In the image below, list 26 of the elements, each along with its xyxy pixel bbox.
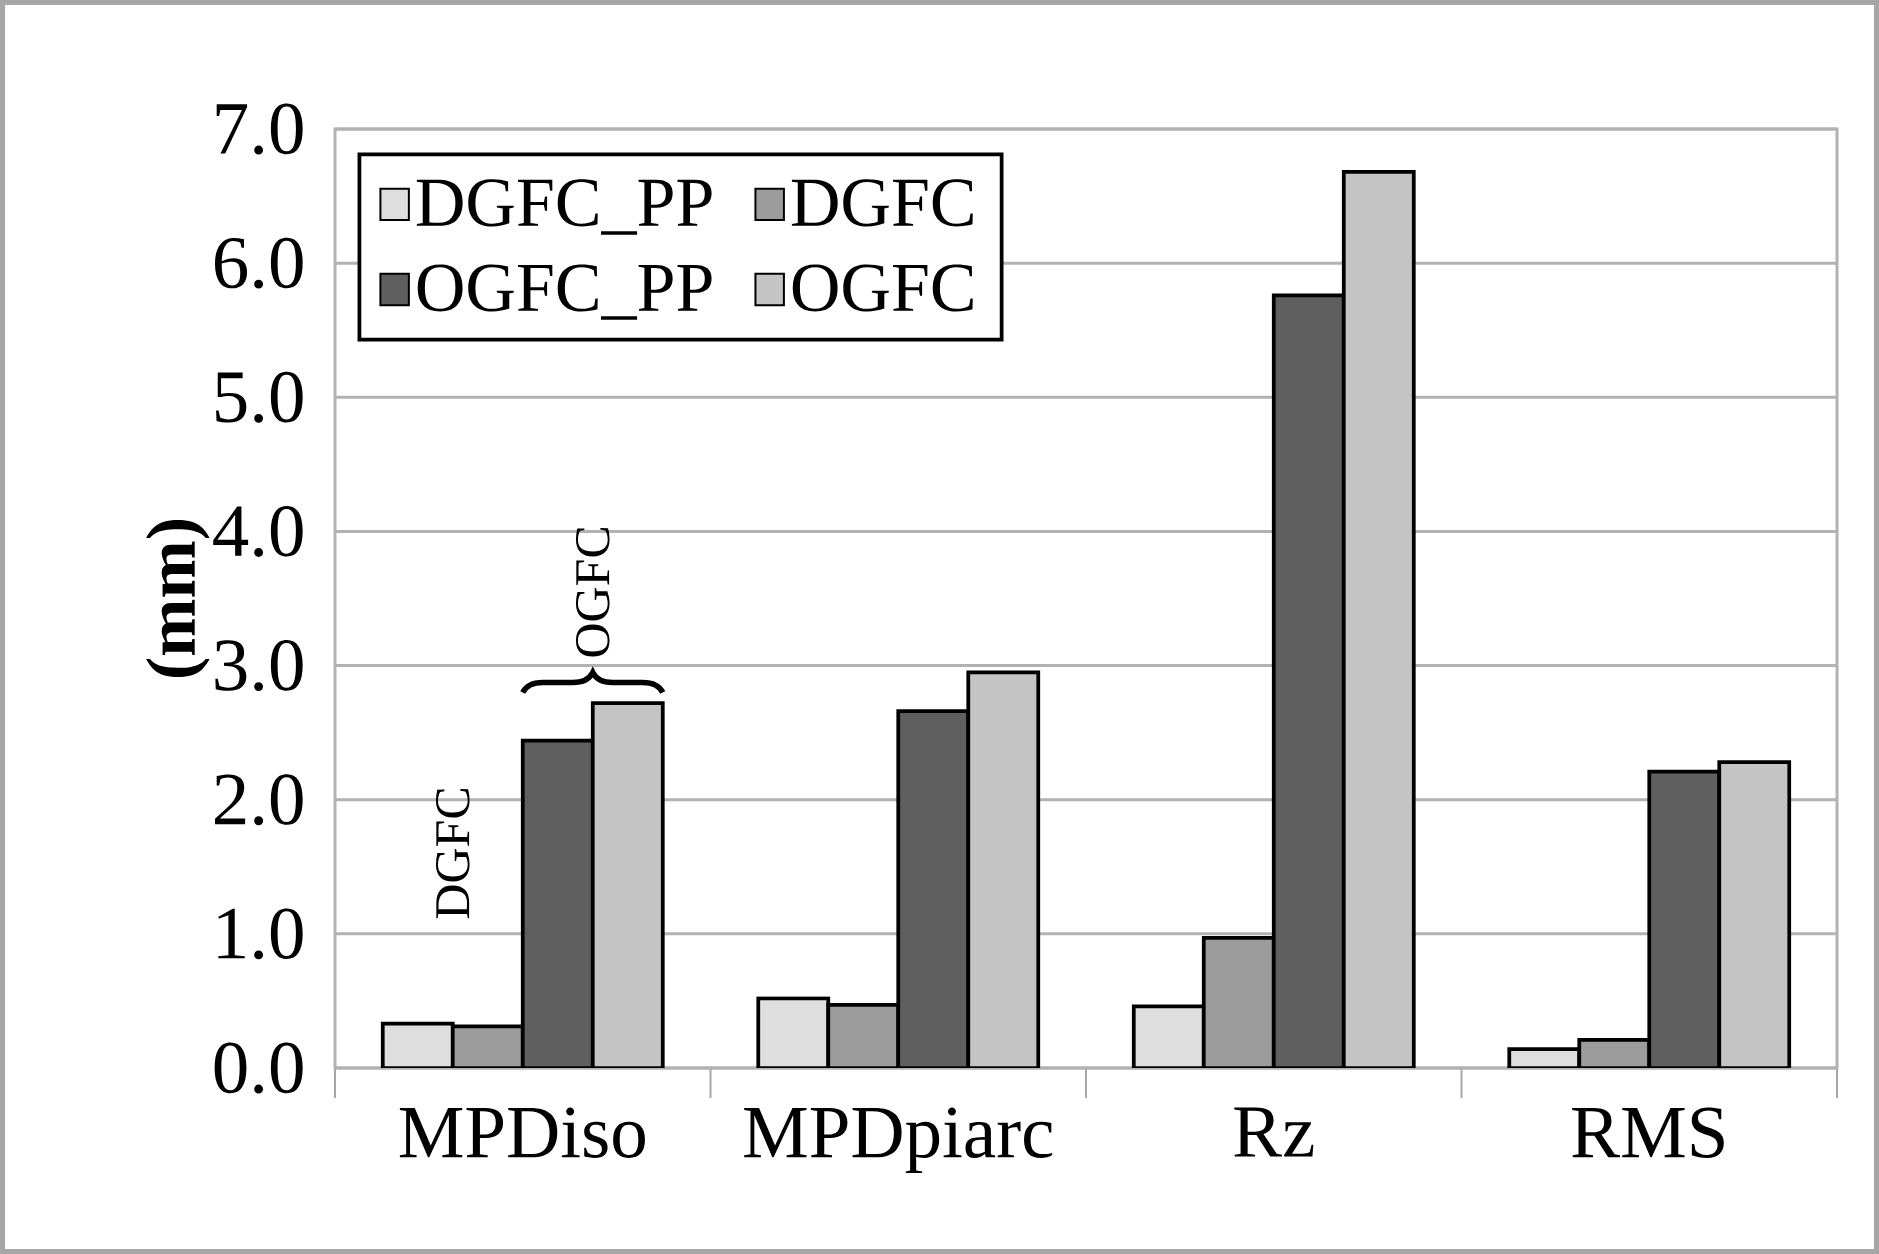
annotation: DGFC [435, 789, 470, 919]
bar [968, 672, 1039, 1069]
y-tick-label: 7.0 [216, 103, 303, 155]
y-tick-label: 4.0 [213, 505, 303, 557]
bar [592, 703, 663, 1069]
y-tick-label: 6.0 [214, 237, 303, 289]
bar [1203, 937, 1274, 1069]
legend-label: DGFC [791, 179, 973, 227]
y-tick-label: 3.0 [215, 640, 303, 692]
y-tick-label: 0.0 [214, 1042, 303, 1094]
y-tick-label: 2.0 [215, 774, 303, 826]
legend-label: OGFC_PP [417, 264, 712, 320]
y-tick-label: 1.0 [218, 908, 303, 960]
x-tick-label: MPDpiarc [744, 1107, 1053, 1174]
bar [522, 740, 593, 1069]
legend-label: DGFC_PP [416, 179, 712, 235]
annotation: OGFC [575, 528, 610, 657]
legend-label: OGFC [792, 264, 973, 312]
x-tick-label: MPDiso [399, 1107, 645, 1158]
y-axis-title: (mm) [146, 519, 210, 678]
x-tick-label: RMS [1572, 1107, 1724, 1158]
bar [1273, 295, 1344, 1069]
x-tick-label: Rz [1234, 1107, 1314, 1157]
bar [1343, 171, 1414, 1069]
y-tick-label: 5.0 [216, 371, 303, 423]
bar [898, 711, 969, 1069]
